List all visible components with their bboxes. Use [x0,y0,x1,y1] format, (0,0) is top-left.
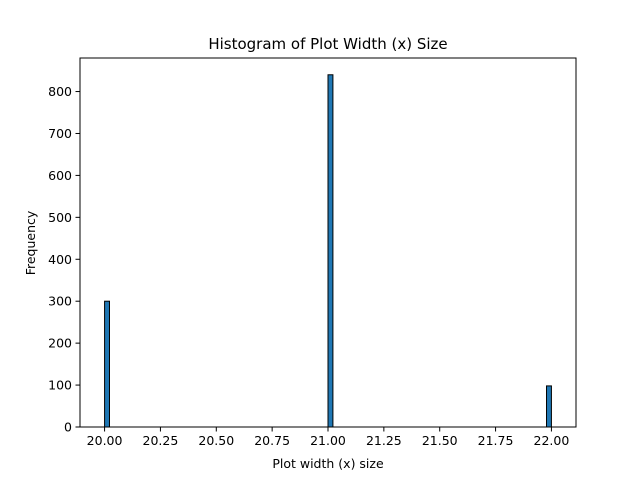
x-tick-label: 22.00 [534,433,570,448]
y-tick-label: 0 [64,420,72,435]
x-tick-label: 21.50 [422,433,458,448]
x-tick-label: 21.75 [478,433,514,448]
y-tick-label: 800 [48,84,72,99]
x-tick-label: 20.75 [254,433,290,448]
chart-title: Histogram of Plot Width (x) Size [208,35,447,53]
x-tick-label: 20.25 [143,433,179,448]
histogram-bar [546,385,552,428]
x-tick-label: 21.25 [366,433,402,448]
y-tick-label: 200 [48,336,72,351]
y-tick-label: 600 [48,168,72,183]
y-tick-label: 100 [48,378,72,393]
y-tick-label: 400 [48,252,72,267]
y-axis-label: Frequency [23,210,38,275]
histogram-bar [104,300,110,428]
y-tick-label: 700 [48,126,72,141]
y-tick-label: 500 [48,210,72,225]
x-axis-label: Plot width (x) size [272,456,384,471]
x-tick-label: 21.00 [310,433,346,448]
x-tick-label: 20.50 [198,433,234,448]
histogram-bar [327,74,334,428]
y-tick-label: 300 [48,294,72,309]
plot-area: 20.00 20.25 20.50 20.75 21.00 21.25 21.50 21.75… [48,57,577,448]
x-tick-label: 20.00 [87,433,123,448]
